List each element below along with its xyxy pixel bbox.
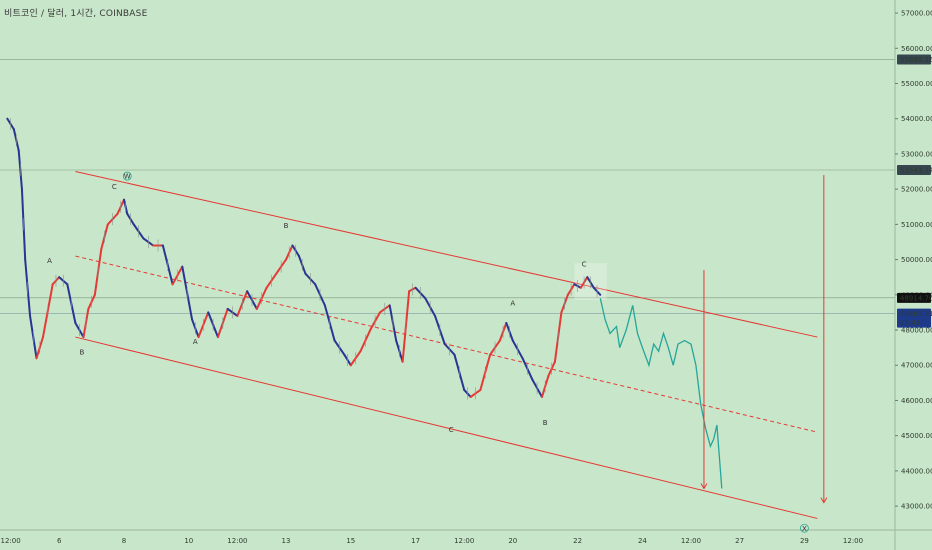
projection-line bbox=[599, 298, 723, 489]
x-tick-label: 12:00 bbox=[681, 537, 701, 545]
price-tag-label: 48914.70 bbox=[900, 294, 932, 302]
channel-upper-line bbox=[75, 171, 818, 338]
wave-label: A bbox=[47, 257, 52, 265]
y-tick-label: 50000.00 bbox=[901, 256, 932, 264]
y-tick-label: 55000.00 bbox=[901, 80, 932, 88]
chart-title: 비트코인 / 달러, 1시간, COINBASE bbox=[4, 9, 148, 19]
x-tick-label: 6 bbox=[57, 537, 62, 545]
y-tick-label: 47000.00 bbox=[901, 362, 932, 370]
target-arrow-head bbox=[820, 497, 828, 504]
x-tick-label: 24 bbox=[638, 537, 647, 545]
y-tick-label: 44000.00 bbox=[901, 467, 932, 475]
x-tick-label: 29 bbox=[800, 537, 809, 545]
target-arrow-head bbox=[700, 483, 708, 490]
channel-lower-line bbox=[75, 336, 818, 519]
x-tick-label: 12:00 bbox=[454, 537, 474, 545]
price-tag bbox=[897, 292, 931, 303]
y-tick-label: 46000.00 bbox=[901, 397, 932, 405]
wave-label: A bbox=[510, 299, 515, 307]
x-tick-label: 10 bbox=[184, 537, 193, 545]
y-tick-label: 54000.00 bbox=[901, 115, 932, 123]
price-tag bbox=[897, 54, 931, 65]
x-tick-label: 8 bbox=[122, 537, 126, 545]
x-tick-label: 13 bbox=[282, 537, 291, 545]
y-tick-label: 57000.00 bbox=[901, 10, 932, 18]
y-tick-label: 53000.00 bbox=[901, 150, 932, 158]
price-tag bbox=[897, 165, 931, 176]
x-tick-label: 15 bbox=[346, 537, 355, 545]
x-tick-label: 22 bbox=[573, 537, 582, 545]
price-tag bbox=[897, 308, 931, 328]
x-tick-label: 20 bbox=[508, 537, 517, 545]
wave-label: C bbox=[449, 426, 454, 434]
y-tick-label: 48000.00 bbox=[901, 327, 932, 335]
y-tick-label: 43000.00 bbox=[901, 503, 932, 511]
channel-middle-line bbox=[75, 255, 818, 433]
wave-label: B bbox=[284, 222, 289, 230]
wave-label: X bbox=[802, 525, 807, 533]
wave-label: A bbox=[193, 338, 198, 346]
wave-label: B bbox=[79, 349, 84, 357]
x-tick-label: 12:00 bbox=[843, 537, 863, 545]
price-tag-label: 55680.26 bbox=[900, 56, 932, 64]
y-tick-label: 51000.00 bbox=[901, 221, 932, 229]
wave-label: B bbox=[543, 419, 548, 427]
y-tick-label: 52000.00 bbox=[901, 186, 932, 194]
price-tag-label: 48465.91 bbox=[900, 310, 932, 318]
x-tick-label: 12:00 bbox=[1, 537, 21, 545]
y-tick-label: 45000.00 bbox=[901, 432, 932, 440]
y-tick-label: 56000.00 bbox=[901, 45, 932, 53]
price-tag-sublabel: 20:43 bbox=[900, 319, 920, 327]
wave-label: W bbox=[124, 173, 131, 181]
x-tick-label: 17 bbox=[411, 537, 420, 545]
price-tag-label: 52543.74 bbox=[900, 167, 932, 175]
wave-label: C bbox=[582, 261, 587, 269]
x-tick-label: 12:00 bbox=[227, 537, 247, 545]
wave-label-circle bbox=[122, 171, 132, 181]
x-tick-label: 27 bbox=[735, 537, 744, 545]
wave-label: C bbox=[112, 183, 117, 191]
wave-label-circle bbox=[800, 523, 809, 533]
